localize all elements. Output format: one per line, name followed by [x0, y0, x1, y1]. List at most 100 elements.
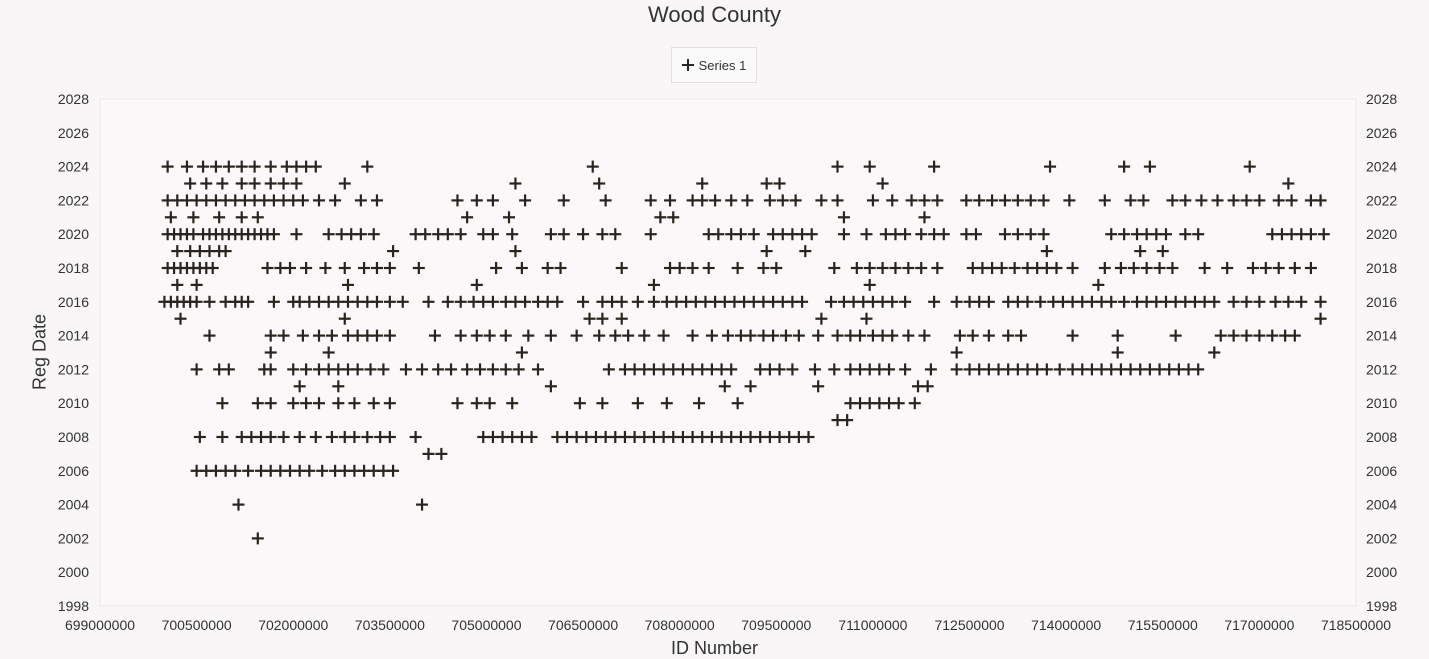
data-point: [293, 380, 306, 393]
data-point: [918, 194, 931, 207]
data-point: [573, 397, 586, 410]
data-point: [812, 329, 825, 342]
data-point: [593, 177, 606, 190]
data-point: [557, 194, 570, 207]
data-point: [712, 228, 725, 241]
data-point: [1272, 194, 1285, 207]
data-point: [1118, 160, 1131, 173]
data-point: [470, 397, 483, 410]
data-point: [854, 329, 867, 342]
data-point: [899, 363, 912, 376]
data-point: [760, 177, 773, 190]
data-point: [248, 160, 261, 173]
data-point: [1015, 329, 1028, 342]
data-point: [338, 177, 351, 190]
y-tick-label-right: 2010: [1366, 395, 1397, 411]
data-point: [1246, 262, 1259, 274]
data-point: [454, 228, 467, 241]
data-point: [1304, 228, 1317, 241]
data-point: [886, 194, 899, 207]
data-point: [763, 194, 776, 207]
data-point: [902, 262, 915, 274]
data-point: [1272, 262, 1285, 274]
data-point: [673, 262, 686, 274]
data-point: [886, 295, 899, 308]
data-point: [557, 228, 570, 241]
data-point: [982, 295, 995, 308]
data-point: [609, 329, 622, 342]
data-point: [731, 262, 744, 274]
data-point: [235, 177, 248, 190]
data-point: [1314, 312, 1327, 325]
data-point: [499, 363, 512, 376]
chart-legend[interactable]: Series 1: [671, 47, 757, 83]
data-point: [615, 262, 628, 274]
data-point: [261, 262, 274, 274]
data-point: [348, 397, 361, 410]
data-point: [509, 245, 522, 258]
data-point: [995, 262, 1008, 274]
data-point: [264, 177, 277, 190]
y-axis-right: 1998 2000 2002 2004 2006 2008 2010 2012 2014 2016…: [1366, 91, 1397, 614]
data-point: [966, 329, 979, 342]
data-point: [229, 464, 242, 477]
y-tick-label-left: 2014: [58, 328, 89, 344]
data-point: [905, 194, 918, 207]
x-tick-label: 702000000: [258, 617, 328, 633]
data-point: [190, 363, 203, 376]
data-point: [773, 177, 786, 190]
data-point: [760, 245, 773, 258]
data-point: [541, 262, 554, 274]
data-point: [860, 312, 873, 325]
data-point: [499, 329, 512, 342]
data-point: [203, 295, 216, 308]
data-point: [773, 363, 786, 376]
data-point: [696, 194, 709, 207]
data-point: [744, 380, 757, 393]
data-point: [525, 431, 538, 443]
data-point: [1137, 194, 1150, 207]
data-point: [828, 262, 841, 274]
data-point: [312, 397, 325, 410]
data-point: [918, 211, 931, 224]
data-point: [915, 262, 928, 274]
data-point: [960, 194, 973, 207]
data-point: [1295, 295, 1308, 308]
data-point: [709, 194, 722, 207]
data-point: [277, 431, 290, 443]
data-point: [544, 228, 557, 241]
data-point: [609, 228, 622, 241]
data-point: [312, 194, 325, 207]
y-tick-label-left: 2016: [58, 294, 89, 310]
data-point: [490, 262, 503, 274]
data-point: [422, 295, 435, 308]
data-point: [341, 278, 354, 291]
data-point: [377, 363, 390, 376]
data-point: [622, 329, 635, 342]
data-point: [1066, 329, 1079, 342]
data-point: [876, 177, 889, 190]
data-point: [544, 380, 557, 393]
data-point: [370, 262, 383, 274]
data-point: [1011, 194, 1024, 207]
data-point: [1253, 194, 1266, 207]
data-point: [235, 211, 248, 224]
data-point: [354, 194, 367, 207]
data-point: [354, 228, 367, 241]
data-point: [1269, 295, 1282, 308]
data-point: [171, 245, 184, 258]
x-axis-label: ID Number: [670, 638, 759, 658]
y-tick-label-left: 2024: [58, 159, 89, 175]
data-point: [361, 160, 374, 173]
data-point: [953, 329, 966, 342]
data-point: [982, 329, 995, 342]
data-point: [902, 329, 915, 342]
data-point: [664, 194, 677, 207]
data-point: [1253, 295, 1266, 308]
data-point: [969, 228, 982, 241]
data-point: [899, 228, 912, 241]
chart-title: Wood County: [648, 2, 781, 27]
data-point: [1240, 329, 1253, 342]
data-point: [808, 363, 821, 376]
